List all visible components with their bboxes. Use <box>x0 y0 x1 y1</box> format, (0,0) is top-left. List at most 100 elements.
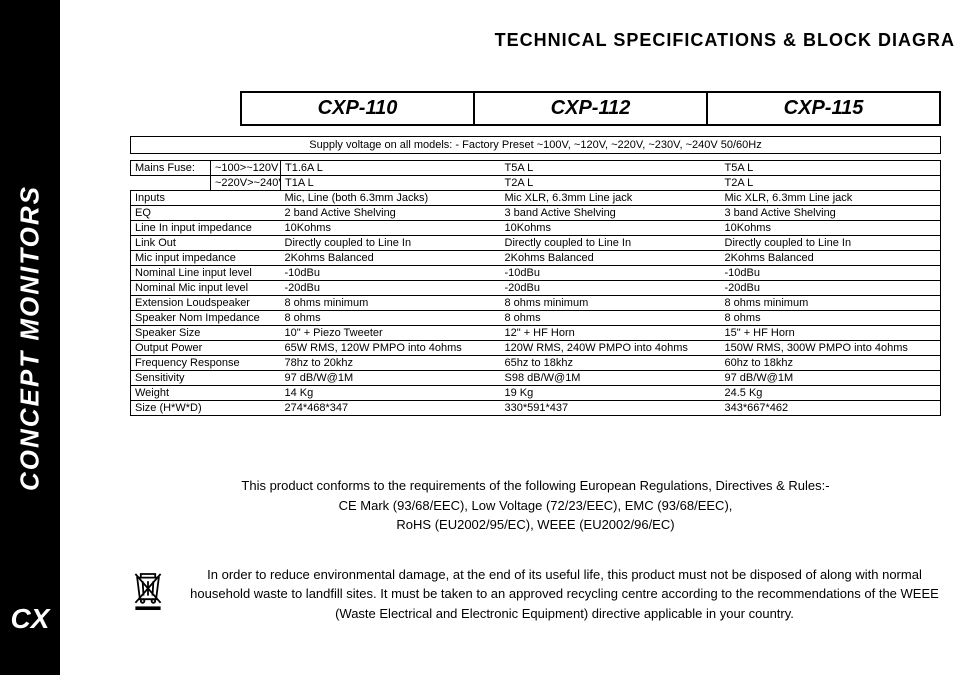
model-col-1: CXP-112 <box>475 93 708 124</box>
spec-cell: Mic, Line (both 6.3mm Jacks) <box>281 191 501 206</box>
table-row: Line In input impedance10Kohms10Kohms10K… <box>131 221 941 236</box>
weee-icon <box>130 565 170 615</box>
spec-cell: T1.6A L <box>281 161 501 176</box>
spec-cell: 15" + HF Horn <box>721 326 941 341</box>
conformance-line-1: This product conforms to the requirement… <box>170 476 901 496</box>
spec-cell: -10dBu <box>721 266 941 281</box>
spec-cell: 14 Kg <box>281 386 501 401</box>
spec-label: Mic input impedance <box>131 251 281 266</box>
conformance-block: This product conforms to the requirement… <box>170 476 901 535</box>
spec-cell: 3 band Active Shelving <box>721 206 941 221</box>
spec-cell: 97 dB/W@1M <box>721 371 941 386</box>
spec-cell: 97 dB/W@1M <box>281 371 501 386</box>
spec-cell: 120W RMS, 240W PMPO into 4ohms <box>501 341 721 356</box>
spec-cell: 150W RMS, 300W PMPO into 4ohms <box>721 341 941 356</box>
spec-label: Line In input impedance <box>131 221 281 236</box>
spec-cell: 10Kohms <box>501 221 721 236</box>
spec-cell: 330*591*437 <box>501 401 721 416</box>
spec-cell: S98 dB/W@1M <box>501 371 721 386</box>
spec-cell: -10dBu <box>281 266 501 281</box>
spec-cell: 8 ohms <box>721 311 941 326</box>
spec-cell: 12" + HF Horn <box>501 326 721 341</box>
spec-cell: 8 ohms <box>281 311 501 326</box>
spec-cell: T5A L <box>501 161 721 176</box>
table-row: Frequency Response78hz to 20khz65hz to 1… <box>131 356 941 371</box>
spec-cell: 8 ohms <box>501 311 721 326</box>
table-row: InputsMic, Line (both 6.3mm Jacks)Mic XL… <box>131 191 941 206</box>
spec-cell: 3 band Active Shelving <box>501 206 721 221</box>
spec-label: Nominal Line input level <box>131 266 281 281</box>
spec-cell: T2A L <box>501 176 721 191</box>
spec-label <box>131 176 211 191</box>
spec-cell: 2 band Active Shelving <box>281 206 501 221</box>
spec-cell: Mic XLR, 6.3mm Line jack <box>501 191 721 206</box>
table-row: Speaker Size10" + Piezo Tweeter12" + HF … <box>131 326 941 341</box>
spec-label: Link Out <box>131 236 281 251</box>
spec-sublabel: ~100>~120V <box>211 161 281 176</box>
spec-label: Size (H*W*D) <box>131 401 281 416</box>
spec-cell: Mic XLR, 6.3mm Line jack <box>721 191 941 206</box>
table-row: Extension Loudspeaker8 ohms minimum8 ohm… <box>131 296 941 311</box>
content: TECHNICAL SPECIFICATIONS & BLOCK DIAGRAM… <box>60 0 954 675</box>
table-row: Sensitivity97 dB/W@1MS98 dB/W@1M97 dB/W@… <box>131 371 941 386</box>
spec-cell: Directly coupled to Line In <box>501 236 721 251</box>
conformance-line-3: RoHS (EU2002/95/EC), WEEE (EU2002/96/EC) <box>170 515 901 535</box>
spec-cell: 10" + Piezo Tweeter <box>281 326 501 341</box>
model-col-0: CXP-110 <box>242 93 475 124</box>
spec-label: Extension Loudspeaker <box>131 296 281 311</box>
spec-label: Speaker Size <box>131 326 281 341</box>
spec-cell: T2A L <box>721 176 941 191</box>
spec-cell: 2Kohms Balanced <box>501 251 721 266</box>
spec-cell: -10dBu <box>501 266 721 281</box>
spec-cell: 10Kohms <box>721 221 941 236</box>
table-row: Nominal Mic input level-20dBu-20dBu-20dB… <box>131 281 941 296</box>
spec-label: Nominal Mic input level <box>131 281 281 296</box>
spec-table: Mains Fuse:~100>~120VT1.6A LT5A LT5A L~2… <box>130 160 941 416</box>
spec-cell: 274*468*347 <box>281 401 501 416</box>
spec-cell: Directly coupled to Line In <box>721 236 941 251</box>
page: CONCEPT MONITORS CX TECHNICAL SPECIFICAT… <box>0 0 954 675</box>
spec-cell: 8 ohms minimum <box>281 296 501 311</box>
spec-cell: 65hz to 18khz <box>501 356 721 371</box>
sidebar-brand: CX <box>11 603 50 635</box>
spec-cell: 8 ohms minimum <box>501 296 721 311</box>
spec-label: Sensitivity <box>131 371 281 386</box>
page-title: TECHNICAL SPECIFICATIONS & BLOCK DIAGRAM <box>90 30 954 51</box>
spec-cell: 343*667*462 <box>721 401 941 416</box>
spec-cell: 19 Kg <box>501 386 721 401</box>
spec-cell: 8 ohms minimum <box>721 296 941 311</box>
spec-cell: -20dBu <box>721 281 941 296</box>
model-col-2: CXP-115 <box>708 93 939 124</box>
table-row: Mic input impedance2Kohms Balanced2Kohms… <box>131 251 941 266</box>
table-row: Link OutDirectly coupled to Line InDirec… <box>131 236 941 251</box>
sidebar: CONCEPT MONITORS CX <box>0 0 60 675</box>
models-header: CXP-110 CXP-112 CXP-115 <box>240 91 941 126</box>
spec-cell: 65W RMS, 120W PMPO into 4ohms <box>281 341 501 356</box>
spec-cell: 2Kohms Balanced <box>281 251 501 266</box>
spec-label: Mains Fuse: <box>131 161 211 176</box>
spec-cell: 78hz to 20khz <box>281 356 501 371</box>
table-row: Nominal Line input level-10dBu-10dBu-10d… <box>131 266 941 281</box>
table-row: Output Power65W RMS, 120W PMPO into 4ohm… <box>131 341 941 356</box>
conformance-line-2: CE Mark (93/68/EEC), Low Voltage (72/23/… <box>170 496 901 516</box>
weee-block: In order to reduce environmental damage,… <box>130 565 941 624</box>
spec-cell: 24.5 Kg <box>721 386 941 401</box>
table-row: Mains Fuse:~100>~120VT1.6A LT5A LT5A L <box>131 161 941 176</box>
table-row: ~220V>~240VT1A LT2A LT2A L <box>131 176 941 191</box>
spec-cell: Directly coupled to Line In <box>281 236 501 251</box>
spec-cell: 10Kohms <box>281 221 501 236</box>
spec-label: EQ <box>131 206 281 221</box>
spec-label: Output Power <box>131 341 281 356</box>
spec-cell: T5A L <box>721 161 941 176</box>
table-row: Speaker Nom Impedance8 ohms8 ohms8 ohms <box>131 311 941 326</box>
spec-label: Frequency Response <box>131 356 281 371</box>
table-row: EQ2 band Active Shelving3 band Active Sh… <box>131 206 941 221</box>
weee-text: In order to reduce environmental damage,… <box>188 565 941 624</box>
supply-note: Supply voltage on all models: - Factory … <box>130 136 941 154</box>
spec-label: Weight <box>131 386 281 401</box>
spec-cell: T1A L <box>281 176 501 191</box>
table-row: Weight14 Kg19 Kg24.5 Kg <box>131 386 941 401</box>
spec-cell: -20dBu <box>501 281 721 296</box>
spec-cell: 60hz to 18khz <box>721 356 941 371</box>
spec-sublabel: ~220V>~240V <box>211 176 281 191</box>
